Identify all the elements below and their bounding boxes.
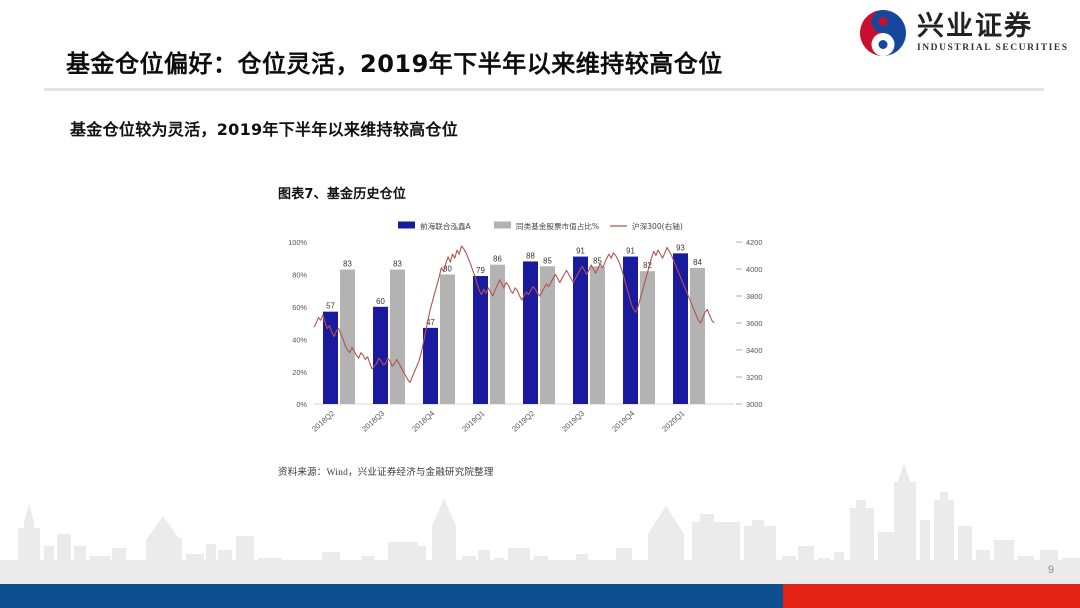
legend-label: 沪深300(右轴) (632, 221, 683, 231)
chart-source-note: 资料来源：Wind，兴业证券经济与金融研究院整理 (278, 468, 494, 478)
y-axis-left-tick-label: 60% (292, 303, 307, 312)
chart-bar-value-label: 82 (643, 261, 652, 270)
chart-bar (540, 266, 555, 404)
chart-bar-value-label: 83 (343, 260, 352, 269)
title-divider (44, 88, 1044, 91)
x-axis-tick-label: 2018Q4 (410, 409, 436, 434)
y-axis-right-tick-label: 3400 (746, 346, 762, 355)
chart-bar-value-label: 83 (393, 260, 402, 269)
chart-bar-value-label: 79 (476, 266, 485, 275)
footer-bar-blue (0, 584, 783, 608)
chart-bar-value-label: 85 (593, 256, 602, 265)
x-axis-tick-label: 2019Q3 (560, 409, 586, 434)
legend-swatch (398, 221, 415, 229)
chart-bar (440, 274, 455, 404)
x-axis-tick-label: 2020Q1 (660, 409, 686, 434)
x-axis-tick-label: 2018Q3 (360, 409, 386, 434)
logo-swirl-icon (860, 10, 906, 56)
y-axis-left-tick-label: 20% (292, 368, 307, 377)
y-axis-right-tick-label: 3800 (746, 292, 762, 301)
chart-bar-value-label: 57 (326, 302, 335, 311)
legend-label: 前海联合泓鑫A (420, 221, 472, 231)
y-axis-right-tick-label: 4200 (746, 238, 762, 247)
chart-bar (690, 267, 705, 404)
chart-bar (490, 264, 505, 404)
page-title: 基金仓位偏好：仓位灵活，2019年下半年以来维持较高仓位 (66, 50, 723, 78)
logo-name-en: INDUSTRIAL SECURITIES (917, 42, 1069, 53)
y-axis-left-tick-label: 0% (296, 400, 307, 409)
chart-bar (473, 276, 488, 404)
chart-bar (323, 311, 338, 404)
chart-bar (590, 266, 605, 404)
chart-bar-value-label: 84 (693, 258, 702, 267)
chart-bar (573, 256, 588, 404)
chart-bar (340, 269, 355, 404)
chart-bar-value-label: 85 (543, 256, 552, 265)
y-axis-right-tick-label: 3600 (746, 319, 762, 328)
y-axis-left-tick-label: 40% (292, 335, 307, 344)
logo-name-cn: 兴业证券 (917, 10, 1033, 42)
y-axis-right-tick-label: 4000 (746, 265, 762, 274)
fund-position-chart: 0% 20% 40% 60% 80% 100% 3000 3200 3400 3600 3800 40… (272, 218, 792, 456)
chart-bar-value-label: 80 (443, 264, 452, 273)
x-axis-tick-label: 2019Q1 (460, 409, 486, 434)
chart-bar (390, 269, 405, 404)
chart-bar (523, 261, 538, 404)
x-axis-tick-label: 2019Q2 (510, 409, 536, 434)
page-subtitle: 基金仓位较为灵活，2019年下半年以来维持较高仓位 (70, 120, 459, 139)
legend-swatch (494, 221, 511, 229)
chart-bar-value-label: 86 (493, 255, 502, 264)
chart-bar (423, 327, 438, 404)
chart-canvas: 0% 20% 40% 60% 80% 100% 3000 3200 3400 3600 3800 40… (288, 221, 762, 434)
page-number: 9 (1047, 564, 1054, 576)
chart-line-csi300 (313, 245, 715, 383)
chart-bar (623, 256, 638, 404)
y-axis-right-tick-label: 3200 (746, 373, 762, 382)
legend-label: 同类基金股票市值占比% (516, 221, 599, 231)
exhibit-title: 图表7、基金历史仓位 (278, 187, 407, 202)
chart-bar-value-label: 88 (526, 251, 535, 260)
chart-bar (640, 271, 655, 404)
y-axis-left-tick-label: 80% (292, 271, 307, 280)
chart-bar-value-label: 60 (376, 297, 385, 306)
company-logo: 兴业证券 INDUSTRIAL SECURITIES (858, 8, 1069, 58)
skyline-decoration (0, 464, 1080, 584)
y-axis-left-tick-label: 100% (288, 238, 307, 247)
footer-bar-red (783, 584, 1080, 608)
y-axis-right-tick-label: 3000 (746, 400, 762, 409)
chart-bar-value-label: 91 (626, 247, 635, 256)
chart-bar (673, 253, 688, 404)
chart-bar (373, 306, 388, 404)
x-axis-tick-label: 2019Q4 (610, 409, 636, 434)
chart-bar-value-label: 47 (426, 318, 435, 327)
chart-bar-value-label: 91 (576, 247, 585, 256)
x-axis-tick-label: 2018Q2 (310, 409, 336, 434)
chart-bar-value-label: 93 (676, 243, 685, 252)
